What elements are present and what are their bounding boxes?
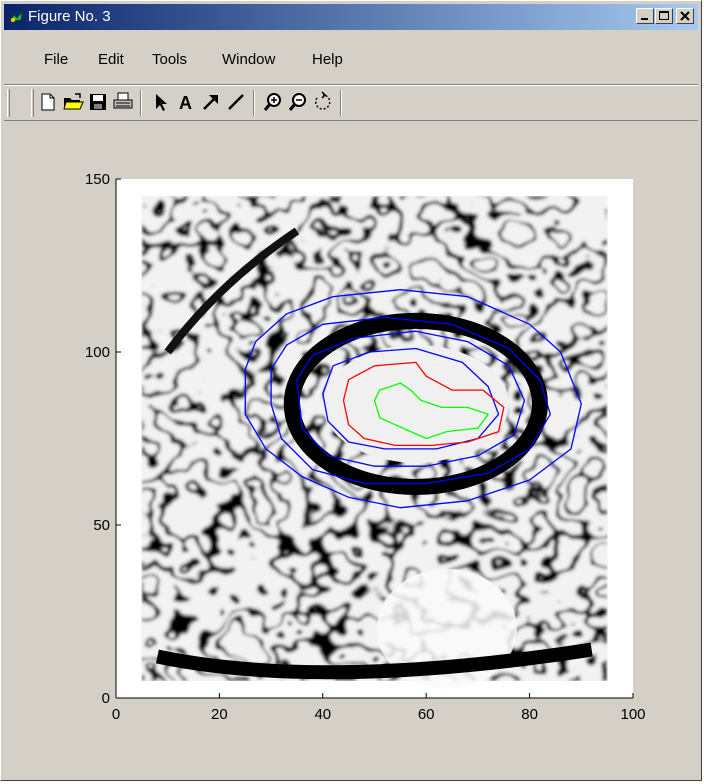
contour-line-6 (373, 382, 489, 440)
line-icon (228, 94, 244, 110)
toolbar-grip[interactable] (7, 89, 10, 117)
maximize-icon (659, 11, 669, 20)
select-button[interactable] (149, 90, 173, 114)
open-file-button[interactable] (61, 90, 85, 114)
contour-line-3 (296, 330, 526, 467)
axes-plot[interactable]: 0 20 40 60 80 100 0 50 100 150 (4, 121, 698, 779)
contour-lines (244, 289, 582, 509)
x-axis-ticks: 0 20 40 60 80 100 (112, 693, 646, 723)
menu-tools[interactable]: Tools (152, 51, 188, 68)
title-bar[interactable]: Figure No. 3 (4, 4, 698, 30)
y-axis-ticks: 0 50 100 150 (85, 171, 121, 707)
contour-line-4 (322, 347, 500, 450)
y-tick-label: 100 (85, 344, 110, 361)
insert-text-button[interactable]: A (174, 90, 198, 114)
dark-band (155, 642, 593, 680)
contour-line-2 (270, 316, 551, 485)
toolbar-separator (140, 90, 142, 116)
x-tick-label: 80 (521, 706, 538, 723)
matlab-figure-icon[interactable] (8, 9, 24, 25)
x-tick-label: 0 (112, 706, 120, 723)
rotate-3d-button[interactable] (311, 90, 335, 114)
print-icon (113, 92, 133, 109)
toolbar-separator (253, 90, 255, 116)
menu-help[interactable]: Help (312, 51, 343, 68)
x-tick-label: 20 (211, 706, 228, 723)
print-button[interactable] (111, 90, 135, 114)
save-icon (90, 94, 106, 110)
figure-canvas: 0 20 40 60 80 100 0 50 100 150 (4, 121, 698, 779)
y-tick-label: 0 (102, 690, 110, 707)
toolbar-separator (340, 90, 342, 116)
menu-edit[interactable]: Edit (98, 51, 124, 68)
pointer-icon (156, 94, 167, 111)
arrow-icon (203, 95, 218, 110)
zoom-in-button[interactable] (261, 90, 285, 114)
open-folder-icon (63, 93, 84, 110)
tissue-core (322, 345, 509, 463)
insert-arrow-button[interactable] (199, 90, 223, 114)
close-button[interactable] (676, 8, 694, 24)
svg-text:A: A (179, 93, 192, 113)
zoom-in-icon (263, 93, 281, 111)
minimize-icon (641, 18, 648, 20)
contour-line-5 (342, 361, 505, 447)
menu-bar: File Edit Tools Window Help (4, 33, 698, 85)
new-file-icon (41, 93, 55, 111)
x-tick-label: 100 (620, 706, 645, 723)
menu-window[interactable]: Window (222, 51, 276, 68)
close-icon (680, 11, 690, 21)
text-icon: A (179, 93, 192, 113)
dark-band (164, 227, 300, 355)
contour-line-1 (244, 289, 582, 509)
zoom-out-button[interactable] (286, 90, 310, 114)
x-tick-label: 60 (418, 706, 435, 723)
axes-lines (115, 179, 633, 699)
figure-toolbar: A (4, 85, 698, 121)
new-file-button[interactable] (36, 90, 60, 114)
x-tick-label: 40 (314, 706, 331, 723)
menu-file[interactable]: File (44, 51, 69, 68)
y-tick-label: 50 (93, 517, 110, 534)
insert-line-button[interactable] (224, 90, 248, 114)
zoom-out-icon (288, 93, 306, 111)
minimize-button[interactable] (636, 8, 654, 24)
rotate-icon (315, 91, 331, 110)
image-overlay (155, 227, 593, 689)
save-button[interactable] (86, 90, 110, 114)
window-title: Figure No. 3 (28, 8, 111, 25)
toolbar-grip[interactable] (31, 89, 34, 117)
maximize-button[interactable] (655, 8, 673, 24)
y-tick-label: 150 (85, 171, 110, 188)
